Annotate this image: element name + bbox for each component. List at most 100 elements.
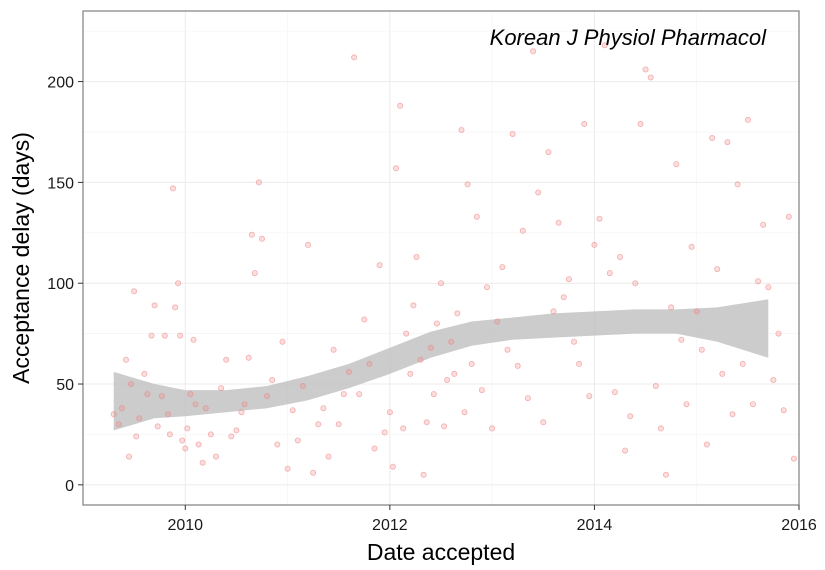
data-point <box>719 370 726 377</box>
data-point <box>668 304 675 311</box>
y-tick-label: 150 <box>47 175 74 192</box>
data-point <box>483 284 490 291</box>
data-point <box>571 338 578 345</box>
data-point <box>258 235 265 242</box>
data-point <box>131 288 138 295</box>
y-tick-label: 50 <box>56 377 74 394</box>
data-point <box>540 419 547 426</box>
data-point <box>441 423 448 430</box>
data-points <box>110 42 797 478</box>
y-axis-ticks: 0 50 100 150 200 <box>47 75 83 495</box>
data-point <box>524 395 531 402</box>
panel-border <box>82 10 800 506</box>
data-point <box>448 338 455 345</box>
data-point <box>683 401 690 408</box>
data-point <box>212 453 219 460</box>
x-tick-label: 2014 <box>577 517 613 534</box>
data-point <box>780 407 787 414</box>
data-point <box>251 270 258 277</box>
data-point <box>760 221 767 228</box>
data-point <box>417 356 424 363</box>
data-point <box>123 356 130 363</box>
data-point <box>325 453 332 460</box>
data-point <box>586 393 593 400</box>
data-point <box>444 376 451 383</box>
data-point <box>126 453 133 460</box>
data-point <box>514 362 521 369</box>
data-point <box>606 270 613 277</box>
data-point <box>144 391 151 398</box>
data-point <box>744 116 751 123</box>
data-point <box>427 344 434 351</box>
data-point <box>356 391 363 398</box>
data-point <box>199 459 206 466</box>
data-point <box>182 445 189 452</box>
data-point <box>724 139 731 146</box>
data-point <box>504 346 511 353</box>
smooth-confidence-band <box>113 299 769 431</box>
data-point <box>581 120 588 127</box>
data-point <box>218 385 225 392</box>
data-point <box>397 102 404 109</box>
y-tick-label: 100 <box>47 276 74 293</box>
data-point <box>136 415 143 422</box>
data-point <box>565 276 572 283</box>
data-point <box>381 429 388 436</box>
data-point <box>172 304 179 311</box>
data-point <box>437 280 444 287</box>
data-point <box>734 181 741 188</box>
data-point <box>340 391 347 398</box>
y-axis-title: Acceptance delay (days) <box>8 132 34 384</box>
data-point <box>407 370 414 377</box>
data-point <box>489 425 496 432</box>
data-point <box>187 391 194 398</box>
data-point <box>400 425 407 432</box>
data-point <box>154 423 161 430</box>
data-point <box>560 294 567 301</box>
data-point <box>601 42 608 49</box>
journal-annotation: Korean J Physiol Pharmacol <box>490 25 767 50</box>
data-point <box>714 266 721 273</box>
x-tick-label: 2012 <box>372 517 408 534</box>
data-point <box>688 243 695 250</box>
data-point <box>423 419 430 426</box>
data-point <box>755 278 762 285</box>
data-point <box>255 179 262 186</box>
data-point <box>389 463 396 470</box>
data-point <box>545 149 552 156</box>
data-point <box>202 405 209 412</box>
data-point <box>576 360 583 367</box>
data-point <box>550 308 557 315</box>
data-point <box>770 376 777 383</box>
data-point <box>663 471 670 478</box>
data-point <box>652 382 659 389</box>
data-point <box>530 48 537 55</box>
data-point <box>274 441 281 448</box>
data-point <box>366 360 373 367</box>
data-point <box>678 336 685 343</box>
data-point <box>386 409 393 416</box>
data-point <box>458 127 465 134</box>
data-point <box>248 231 255 238</box>
data-point <box>115 421 122 428</box>
data-point <box>228 433 235 440</box>
data-point <box>555 219 562 226</box>
data-point <box>468 360 475 367</box>
x-tick-label: 2016 <box>781 517 817 534</box>
data-point <box>461 409 468 416</box>
data-point <box>698 346 705 353</box>
data-point <box>164 411 171 418</box>
data-point <box>494 318 501 325</box>
data-point <box>376 262 383 269</box>
data-point <box>184 425 191 432</box>
data-point <box>790 455 797 462</box>
data-point <box>320 405 327 412</box>
data-point <box>207 431 214 438</box>
data-point <box>310 469 317 476</box>
data-point <box>627 413 634 420</box>
data-point <box>158 393 165 400</box>
data-point <box>403 330 410 337</box>
data-point <box>693 308 700 315</box>
y-tick-label: 0 <box>65 478 74 495</box>
x-axis-ticks: 2010 2012 2014 2016 <box>167 505 817 534</box>
